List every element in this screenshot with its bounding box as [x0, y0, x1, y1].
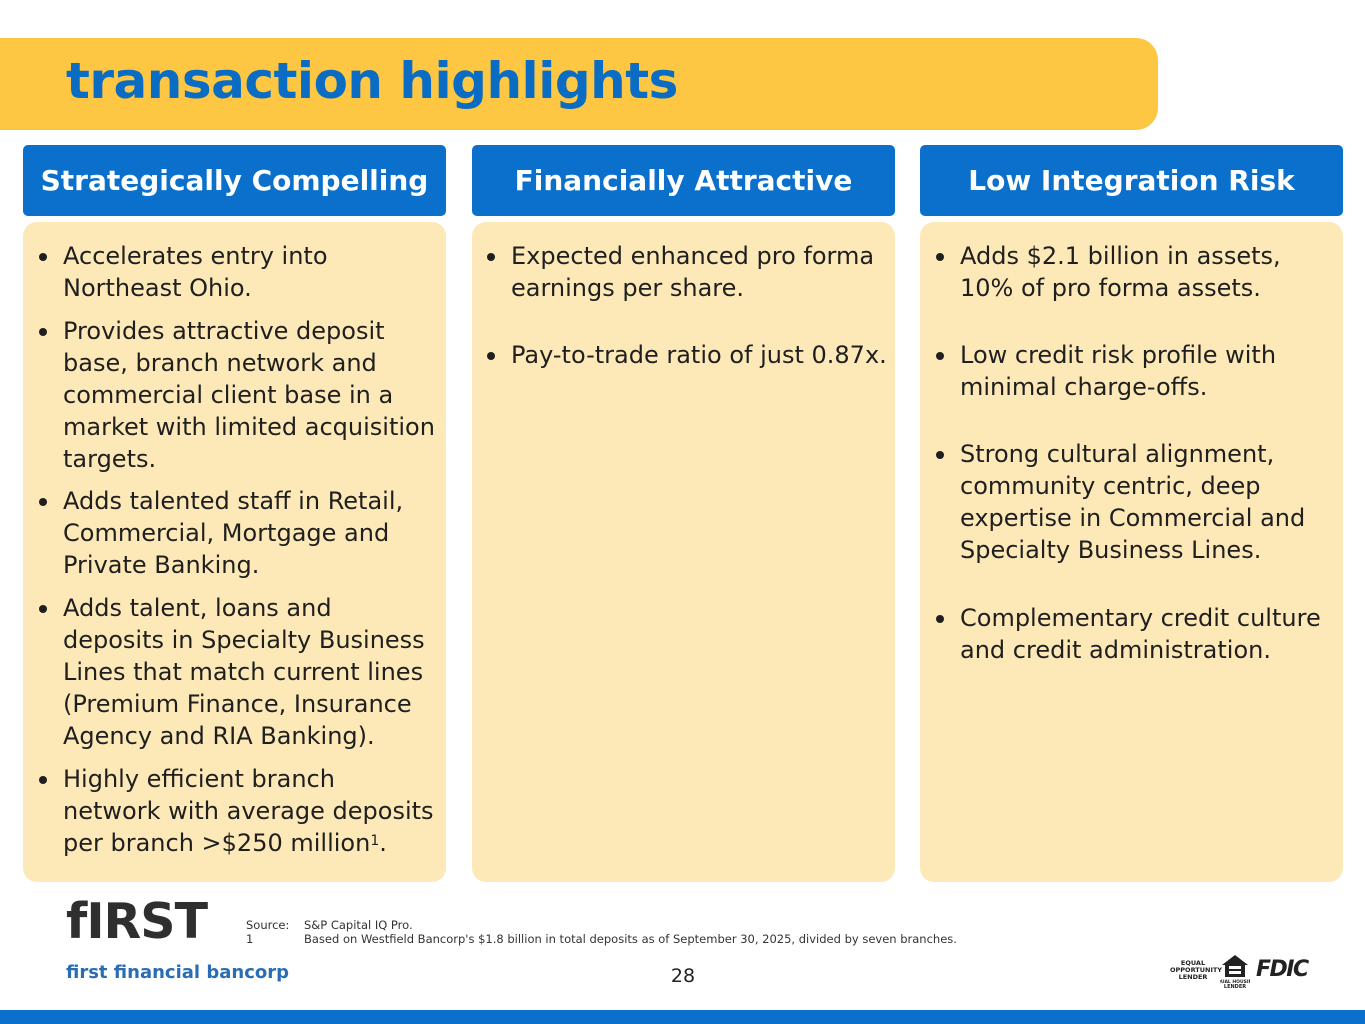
bullet-dot-icon — [936, 451, 944, 459]
bullet-line: per branch >$250 million1. — [63, 829, 387, 857]
bullet-line: Expected enhanced pro forma — [511, 242, 875, 270]
bullet-item: Expected enhanced pro forma earnings per … — [487, 240, 875, 304]
bullet-dot-icon — [487, 352, 495, 360]
bullet-line: Northeast Ohio. — [63, 274, 252, 302]
footnote-marker: 1 — [370, 833, 380, 849]
footnote-label: 1 — [246, 932, 254, 946]
source-label: Source: — [246, 918, 290, 932]
bullet-dot-icon — [39, 605, 47, 613]
bullet-line: base, branch network and — [63, 349, 377, 377]
bullet-item: Adds talented staff in Retail, Commercial… — [39, 485, 404, 581]
column-panel-integration — [920, 222, 1343, 882]
first-logo: fIRST — [66, 893, 208, 950]
bullet-dot-icon — [487, 253, 495, 261]
bullet-item: Highly efficient branch network with aver… — [39, 763, 434, 859]
bullet-line: deposits in Specialty Business — [63, 626, 425, 654]
page-number: 28 — [670, 965, 696, 987]
bullet-line: Adds talent, loans and — [63, 594, 332, 622]
logo-subtitle: first financial bancorp — [66, 962, 289, 983]
bullet-line: Low credit risk profile with — [960, 341, 1277, 369]
column-header-financial: Financially Attractive — [472, 145, 895, 216]
bullet-item: Pay-to-trade ratio of just 0.87x. — [487, 339, 887, 371]
svg-text:LENDER: LENDER — [1224, 984, 1246, 989]
bullet-line: Commercial, Mortgage and — [63, 519, 390, 547]
bullet-dot-icon — [39, 498, 47, 506]
bullet-line: Highly efficient branch — [63, 765, 335, 793]
bullet-line: (Premium Finance, Insurance — [63, 690, 412, 718]
bullet-line: expertise in Commercial and — [960, 504, 1306, 532]
bullet-line: community centric, deep — [960, 472, 1261, 500]
bullet-dot-icon — [936, 352, 944, 360]
bullet-item: Adds talent, loans and deposits in Specia… — [39, 592, 425, 752]
column-header-integration: Low Integration Risk — [920, 145, 1343, 216]
equal-opportunity-lender-badge: EQUAL OPPORTUNITY LENDER — [1170, 959, 1223, 981]
bullet-line: Agency and RIA Banking). — [63, 722, 375, 750]
title-band — [0, 38, 1158, 130]
bullet-line: market with limited acquisition — [63, 413, 435, 441]
bullet-item: Strong cultural alignment, community cent… — [936, 438, 1306, 566]
equal-housing-lender-icon: EQUAL HOUSING LENDER — [1220, 955, 1250, 989]
column-panel-financial — [472, 222, 895, 882]
bullet-line: Provides attractive deposit — [63, 317, 385, 345]
bullet-line: Adds $2.1 billion in assets, — [960, 242, 1281, 270]
bullet-item: Provides attractive deposit base, branch … — [39, 315, 435, 475]
page-title: transaction highlights — [66, 52, 678, 110]
bullet-line: targets. — [63, 445, 157, 473]
bullet-item: Complementary credit culture and credit a… — [936, 602, 1321, 666]
bullet-line: commercial client base in a — [63, 381, 394, 409]
bullet-line: minimal charge-offs. — [960, 373, 1208, 401]
bullet-line: and credit administration. — [960, 636, 1271, 664]
source-text: S&P Capital IQ Pro. — [304, 918, 413, 932]
bullet-line: Complementary credit culture — [960, 604, 1321, 632]
bullet-item: Low credit risk profile with minimal char… — [936, 339, 1277, 403]
bullet-line: Lines that match current lines — [63, 658, 424, 686]
column-panel-strategic — [23, 222, 446, 882]
bullet-line: Pay-to-trade ratio of just 0.87x. — [511, 341, 887, 369]
bullet-line: Private Banking. — [63, 551, 260, 579]
bullet-dot-icon — [936, 253, 944, 261]
bullet-dot-icon — [39, 776, 47, 784]
bullet-line: earnings per share. — [511, 274, 745, 302]
bullet-line: Adds talented staff in Retail, — [63, 487, 404, 515]
source-note: Source: S&P Capital IQ Pro. — [246, 918, 413, 932]
fdic-logo: FDIC — [1256, 957, 1309, 982]
bullet-line: 10% of pro forma assets. — [960, 274, 1261, 302]
svg-text:EQUAL HOUSING: EQUAL HOUSING — [1220, 979, 1250, 985]
column-header-strategic: Strategically Compelling — [23, 145, 446, 216]
footnote-text: Based on Westfield Bancorp's $1.8 billio… — [304, 932, 957, 946]
bullet-line: network with average deposits — [63, 797, 434, 825]
bottom-bar — [0, 1010, 1365, 1024]
bullet-line: Specialty Business Lines. — [960, 536, 1262, 564]
bullet-dot-icon — [39, 253, 47, 261]
bullet-item: Accelerates entry into Northeast Ohio. — [39, 240, 328, 304]
bullet-line: Strong cultural alignment, — [960, 440, 1275, 468]
bullet-dot-icon — [39, 328, 47, 336]
bullet-dot-icon — [936, 615, 944, 623]
bullet-line: Accelerates entry into — [63, 242, 328, 270]
footnote-note: 1 Based on Westfield Bancorp's $1.8 billi… — [246, 932, 957, 946]
bullet-item: Adds $2.1 billion in assets, 10% of pro f… — [936, 240, 1281, 304]
